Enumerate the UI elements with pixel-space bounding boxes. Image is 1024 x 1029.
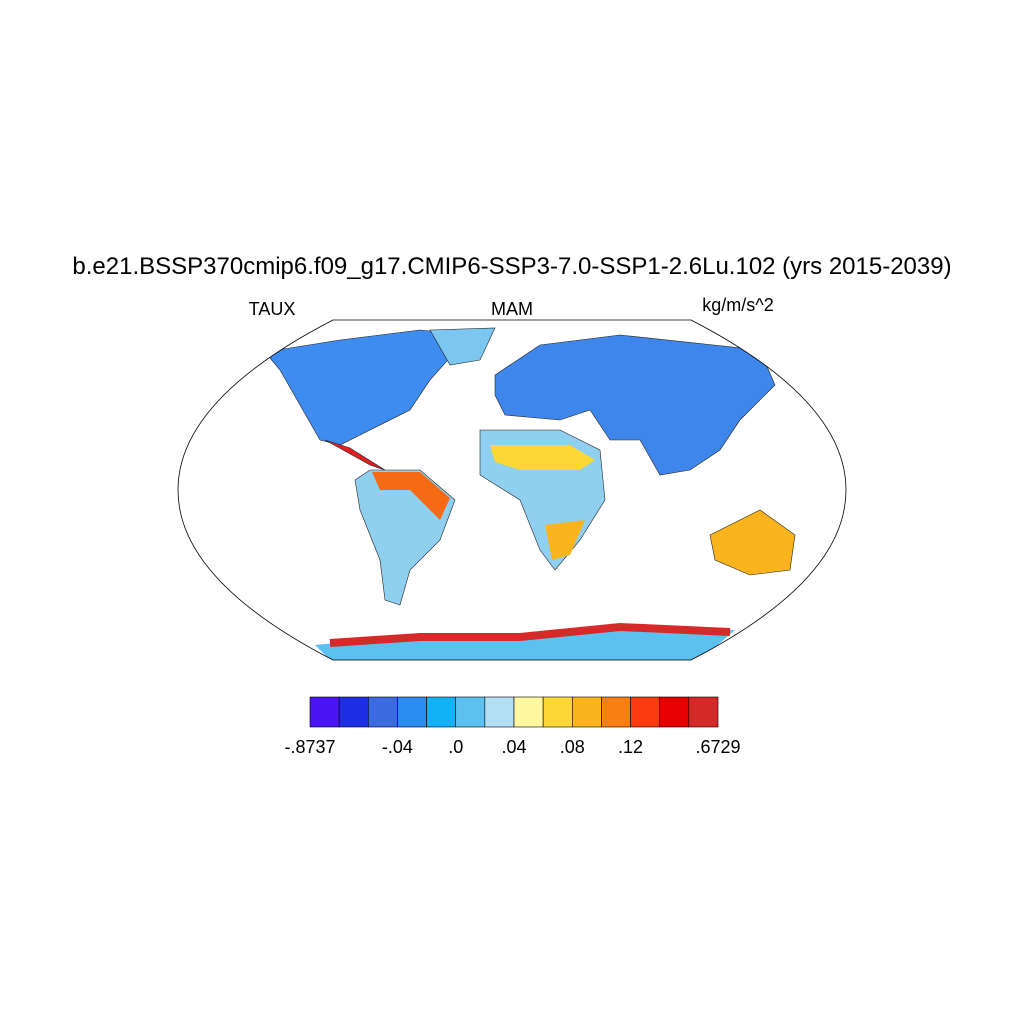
south-america-north xyxy=(372,472,450,520)
colorbar-box xyxy=(367,696,398,728)
colorbar-box xyxy=(338,696,369,728)
colorbar-box xyxy=(601,696,631,728)
colorbar-label: .12 xyxy=(618,737,643,757)
colorbar-box xyxy=(309,696,340,728)
colorbar-label: .08 xyxy=(560,737,585,757)
colorbar-box xyxy=(513,696,544,728)
colorbar-label: .0 xyxy=(448,737,463,757)
colorbar-box xyxy=(542,696,573,728)
australia xyxy=(709,509,796,576)
colorbar-box xyxy=(630,696,661,728)
antarctica-coast xyxy=(329,622,731,647)
colorbar-box xyxy=(484,696,515,728)
colorbar-box xyxy=(426,696,457,728)
colorbar-box xyxy=(688,696,719,728)
colorbar-box xyxy=(659,696,690,728)
map xyxy=(177,319,847,661)
units-label: kg/m/s^2 xyxy=(702,295,773,315)
season-label: MAM xyxy=(491,299,533,319)
eurasia xyxy=(494,334,776,476)
colorbar-box xyxy=(455,696,486,728)
colorbar-box xyxy=(571,696,602,728)
colorbar: -.8737 -.04 .0 .04 .08 .12 .6729 xyxy=(284,696,741,757)
variable-label: TAUX xyxy=(249,299,296,319)
colorbar-label: .04 xyxy=(501,737,526,757)
colorbar-label: .6729 xyxy=(695,737,740,757)
sahara xyxy=(490,445,595,470)
colorbar-box xyxy=(397,696,427,728)
north-america xyxy=(264,329,471,446)
central-america xyxy=(324,439,386,471)
colorbar-label: -.8737 xyxy=(284,737,335,757)
antarctica xyxy=(315,625,735,660)
title: b.e21.BSSP370cmip6.f09_g17.CMIP6-SSP3-7.… xyxy=(72,253,951,280)
southern-africa xyxy=(545,520,585,560)
map-outline xyxy=(177,319,847,661)
colorbar-label: -.04 xyxy=(382,737,413,757)
greenland xyxy=(429,327,496,366)
